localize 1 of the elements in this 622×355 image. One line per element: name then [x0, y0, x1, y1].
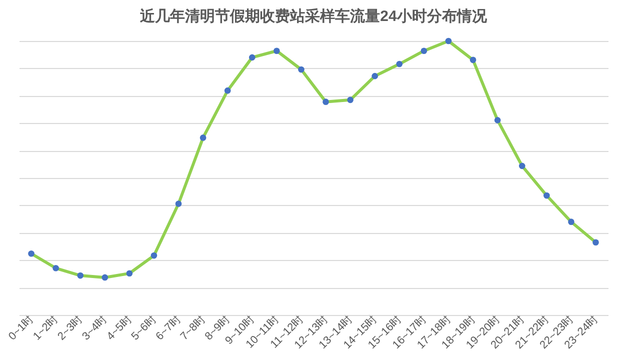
- chart-title: 近几年清明节假期收费站采样车流量24小时分布情况: [139, 6, 488, 25]
